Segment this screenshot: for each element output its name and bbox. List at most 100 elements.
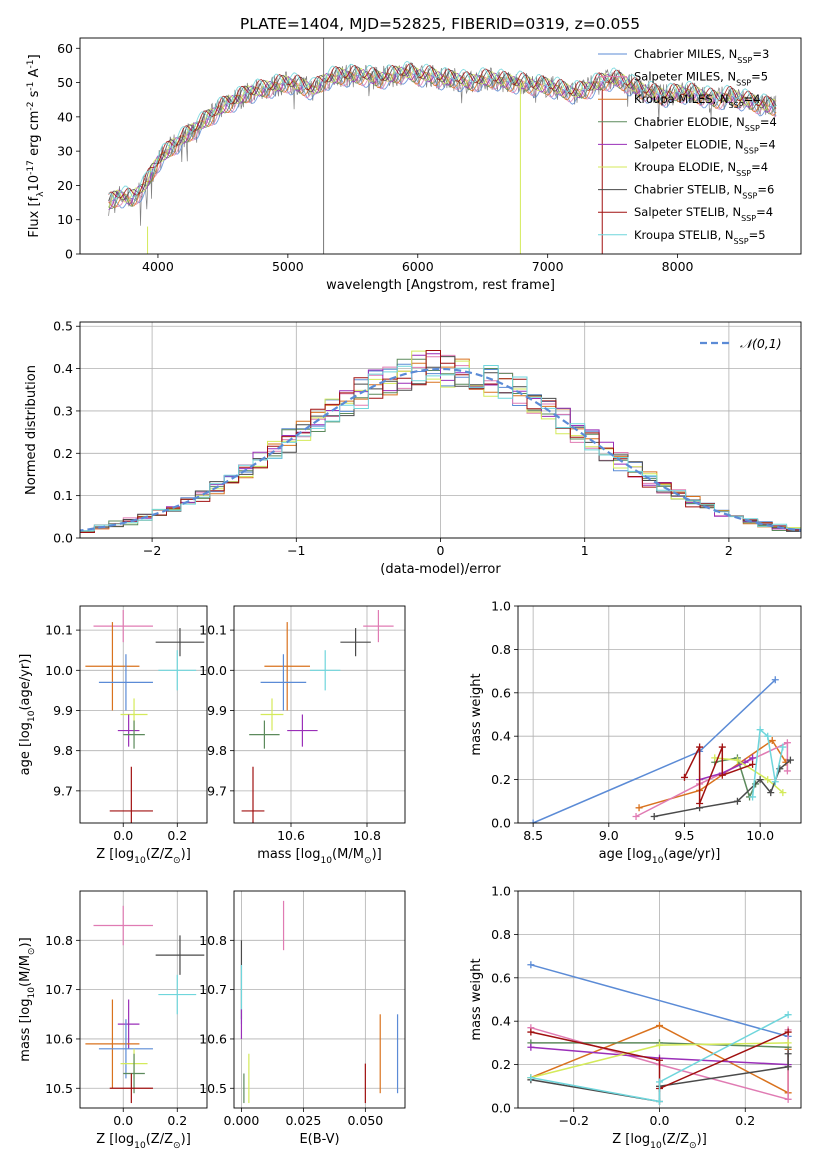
axes-frame: [79, 890, 208, 1109]
y-tick-label: 10.6: [45, 1031, 73, 1046]
y-tick-label: 9.9: [53, 703, 73, 718]
point-marker-salp_stelib: [718, 771, 726, 779]
model-line-salp_stelib: [108, 62, 777, 199]
x-tick-label: 10.6: [277, 828, 305, 843]
x-tick-label: 4000: [142, 259, 174, 274]
y-axis-label: mass [log10(M/M⊙)]: [18, 937, 37, 1061]
point-marker-krou_elodie: [733, 756, 741, 764]
x-tick-label: −0.2: [559, 1113, 589, 1128]
x-axis-label: E(B-V): [299, 1132, 339, 1147]
legend-label: Salpeter STELIB, NSSP=4: [634, 205, 773, 223]
y-tick-label: 10.1: [199, 623, 227, 638]
x-axis-label: age [log10(age/yr)]: [599, 847, 721, 866]
y-tick-label: 40: [57, 109, 73, 124]
point-marker-chab_stelib: [650, 812, 658, 820]
legend-label: Kroupa STELIB, NSSP=5: [634, 228, 766, 246]
point-marker-salp_miles: [783, 739, 791, 747]
x-tick-label: 6000: [402, 259, 434, 274]
y-axis-label: age [log10(age/yr)]: [18, 654, 37, 776]
legend-label: Chabrier STELIB, NSSP=6: [634, 183, 774, 201]
y-tick-label: 10.5: [199, 1081, 227, 1096]
legend-label: Kroupa MILES, NSSP=4: [634, 92, 761, 110]
plot-area: [529, 676, 794, 823]
panel-age_Z: 0.0 0.2 9.7 9.8 9.9 10.0 10.1 Z [log10(Z/Z⊙)] ag…: [18, 605, 208, 866]
series-line-krou_stelib: [530, 1014, 789, 1103]
legend-label: Salpeter MILES, NSSP=5: [634, 70, 768, 88]
y-tick-label: 0.0: [491, 1101, 511, 1116]
plot-area: [85, 905, 205, 1104]
y-tick-label: 0.8: [491, 642, 511, 657]
point-marker-krou_elodie: [784, 1039, 792, 1047]
point-marker-chab_miles: [527, 961, 535, 969]
point-marker-chab_stelib: [784, 1063, 792, 1071]
y-tick-label: 10.0: [199, 663, 227, 678]
point-marker-krou_stelib: [771, 778, 779, 786]
point-marker-salp_stelib: [749, 760, 757, 768]
y-axis-label: mass weight: [469, 958, 484, 1040]
point-marker-krou_elodie: [779, 789, 787, 797]
point-marker-salp_stelib: [718, 743, 726, 751]
x-axis-label: wavelength [Angstrom, rest frame]: [326, 278, 555, 293]
plot-area: [240, 900, 399, 1104]
y-tick-label: 10.7: [199, 982, 227, 997]
point-marker-krou_stelib: [779, 743, 787, 751]
x-tick-label: 0.2: [735, 1113, 755, 1128]
point-marker-salp_miles: [632, 812, 640, 820]
panel-mass_weight_Z: −0.2 0.0 0.2 0.0 0.2 0.4 0.6 0.8 1.0 Z [log10(Z/Z…: [469, 884, 802, 1151]
point-marker-krou_elodie: [656, 1041, 663, 1049]
plot-area: [108, 38, 777, 254]
plot-area: [85, 610, 205, 823]
model-line-krou_stelib: [108, 60, 777, 200]
point-marker-krou_miles: [768, 737, 776, 745]
y-tick-label: 0.2: [53, 446, 73, 461]
x-axis-label: mass [log10(M/M⊙)]: [257, 847, 381, 866]
x-tick-label: 9.0: [599, 828, 619, 843]
point-marker-salp_elodie: [749, 754, 757, 762]
series-line-krou_elodie: [714, 757, 784, 794]
point-marker-krou_elodie: [764, 776, 772, 784]
point-marker-salp_elodie: [527, 1043, 535, 1051]
point-marker-krou_miles: [656, 1022, 663, 1030]
point-marker-krou_miles: [635, 804, 643, 812]
point-marker-krou_stelib: [756, 726, 764, 734]
x-tick-label: 8000: [662, 259, 694, 274]
axes-frame: [79, 37, 802, 255]
legend-label: Chabrier MILES, NSSP=3: [634, 47, 769, 65]
series-line-salp_stelib: [530, 1031, 789, 1090]
y-tick-label: 50: [57, 75, 73, 90]
x-tick-label: 10.8: [353, 828, 381, 843]
point-marker-salp_miles: [783, 767, 791, 775]
y-tick-label: 9.7: [207, 783, 227, 798]
x-tick-label: 8.5: [523, 828, 543, 843]
y-tick-label: 0.2: [491, 772, 511, 787]
y-tick-label: 10.5: [45, 1081, 73, 1096]
y-tick-label: 9.9: [207, 703, 227, 718]
x-tick-label: 0.2: [167, 1113, 187, 1128]
point-marker-krou_stelib: [784, 1011, 792, 1019]
panel-mass_Z: 0.0 0.2 10.5 10.6 10.7 10.8 Z [log10(Z/Z⊙)] mas…: [18, 890, 208, 1151]
y-tick-label: 10.6: [199, 1031, 227, 1046]
x-axis-label: Z [log10(Z/Z⊙)]: [612, 1132, 707, 1151]
y-axis-label: Normed distribution: [24, 365, 39, 495]
y-tick-label: 0.4: [53, 361, 73, 376]
panel-age_mass: 10.6 10.8 9.7 9.8 9.9 10.0 10.1 mass [log10(M/M…: [199, 605, 406, 866]
y-tick-label: 0.4: [491, 1014, 511, 1029]
point-marker-krou_stelib: [749, 793, 757, 801]
point-marker-chab_miles: [529, 819, 537, 823]
figure-title: PLATE=1404, MJD=52825, FIBERID=0319, z=0…: [240, 15, 640, 33]
y-tick-label: 0.0: [53, 531, 73, 546]
y-tick-label: 1.0: [491, 599, 511, 614]
y-tick-label: 9.8: [207, 743, 227, 758]
y-tick-label: 10.8: [45, 933, 73, 948]
y-tick-label: 9.8: [53, 743, 73, 758]
x-tick-label: 0.025: [285, 1113, 321, 1128]
x-tick-label: 9.5: [675, 828, 695, 843]
panel-residuals: −2 −1 0 1 2 0.0 0.1 0.2 0.3 0.4 0.5 (data-model)/er…: [24, 319, 802, 577]
y-tick-label: 10.8: [199, 933, 227, 948]
x-tick-label: 0.050: [347, 1113, 383, 1128]
point-marker-chab_stelib: [756, 776, 764, 784]
point-marker-salp_stelib: [784, 1028, 792, 1036]
plot-area: [80, 350, 801, 536]
y-tick-label: 0.8: [491, 927, 511, 942]
